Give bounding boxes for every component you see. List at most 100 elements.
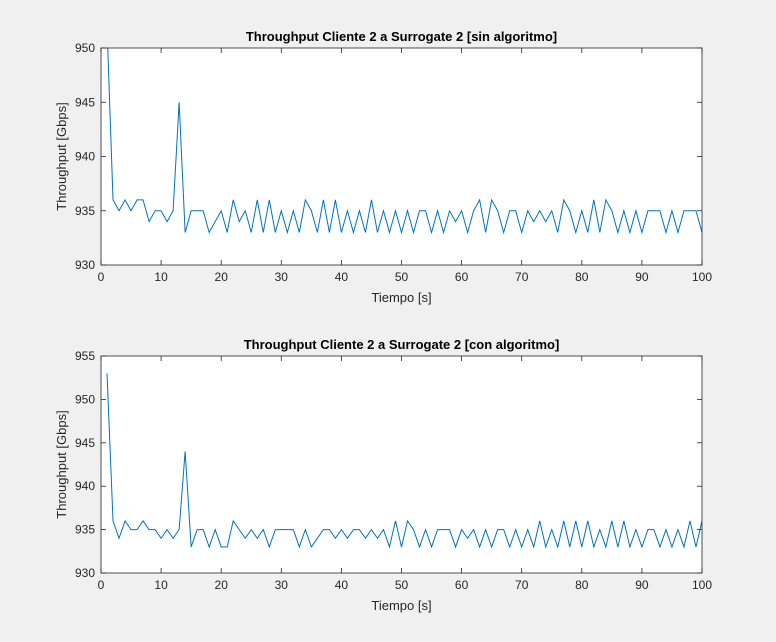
data-point — [371, 199, 372, 200]
data-point — [683, 210, 684, 211]
data-point — [575, 232, 576, 233]
data-point — [245, 210, 246, 211]
data-point — [245, 538, 246, 539]
data-point — [173, 538, 174, 539]
y-tick-label: 945 — [75, 95, 95, 109]
data-point — [689, 210, 690, 211]
y-tick-label: 930 — [75, 258, 95, 272]
data-point — [275, 529, 276, 530]
data-point — [179, 102, 180, 103]
y-axis-label: Throughput [Gbps] — [54, 410, 69, 518]
data-point — [359, 210, 360, 211]
data-point — [341, 529, 342, 530]
x-tick-label: 20 — [215, 578, 229, 592]
data-point — [257, 199, 258, 200]
data-point — [287, 232, 288, 233]
chart-title: Throughput Cliente 2 a Surrogate 2 [con … — [244, 337, 560, 352]
data-point — [569, 546, 570, 547]
data-point — [413, 529, 414, 530]
data-point — [695, 546, 696, 547]
data-point — [653, 529, 654, 530]
data-point — [503, 529, 504, 530]
data-point — [671, 546, 672, 547]
data-point — [509, 210, 510, 211]
data-point — [407, 210, 408, 211]
y-axis-label: Throughput [Gbps] — [54, 102, 69, 210]
data-point — [437, 529, 438, 530]
data-point — [287, 529, 288, 530]
data-point — [509, 546, 510, 547]
data-point — [130, 529, 131, 530]
data-point — [593, 199, 594, 200]
data-point — [443, 529, 444, 530]
data-point — [335, 538, 336, 539]
data-point — [257, 538, 258, 539]
data-point — [563, 520, 564, 521]
data-point — [136, 199, 137, 200]
data-point — [124, 520, 125, 521]
data-point — [233, 199, 234, 200]
data-point — [683, 546, 684, 547]
x-tick-label: 70 — [515, 270, 529, 284]
data-point — [227, 546, 228, 547]
data-point — [173, 210, 174, 211]
data-point — [191, 210, 192, 211]
data-point — [269, 199, 270, 200]
data-point — [527, 529, 528, 530]
data-point — [263, 232, 264, 233]
data-point — [479, 546, 480, 547]
data-point — [605, 546, 606, 547]
data-point — [623, 210, 624, 211]
data-point — [112, 520, 113, 521]
data-point — [599, 232, 600, 233]
x-tick-label: 100 — [692, 270, 712, 284]
data-point — [233, 520, 234, 521]
data-point — [539, 520, 540, 521]
data-point — [185, 232, 186, 233]
x-tick-label: 60 — [455, 578, 469, 592]
data-point — [443, 232, 444, 233]
data-point — [449, 210, 450, 211]
data-point — [227, 232, 228, 233]
data-point — [299, 232, 300, 233]
data-point — [581, 546, 582, 547]
data-point — [497, 529, 498, 530]
data-point — [581, 210, 582, 211]
data-point — [461, 210, 462, 211]
x-tick-label: 40 — [335, 578, 349, 592]
y-tick-label: 935 — [75, 523, 95, 537]
x-axis-label: Tiempo [s] — [371, 290, 431, 305]
data-point — [653, 210, 654, 211]
data-point — [323, 529, 324, 530]
data-point — [221, 210, 222, 211]
data-point — [545, 546, 546, 547]
plot-area — [101, 48, 702, 265]
data-point — [629, 232, 630, 233]
data-point — [473, 529, 474, 530]
data-point — [154, 210, 155, 211]
data-point — [557, 546, 558, 547]
data-point — [455, 221, 456, 222]
data-point — [203, 210, 204, 211]
data-point — [641, 546, 642, 547]
y-tick-label: 930 — [75, 566, 95, 580]
data-point — [329, 232, 330, 233]
data-point — [299, 546, 300, 547]
data-point — [311, 546, 312, 547]
x-tick-label: 30 — [275, 270, 289, 284]
data-point — [617, 546, 618, 547]
data-point — [142, 520, 143, 521]
data-point — [563, 199, 564, 200]
data-point — [467, 232, 468, 233]
data-point — [641, 232, 642, 233]
data-point — [377, 232, 378, 233]
data-point — [617, 232, 618, 233]
data-point — [215, 529, 216, 530]
data-point — [539, 210, 540, 211]
data-point — [437, 210, 438, 211]
data-point — [407, 520, 408, 521]
y-tick-label: 950 — [75, 392, 95, 406]
x-tick-label: 70 — [515, 578, 529, 592]
data-point — [575, 520, 576, 521]
